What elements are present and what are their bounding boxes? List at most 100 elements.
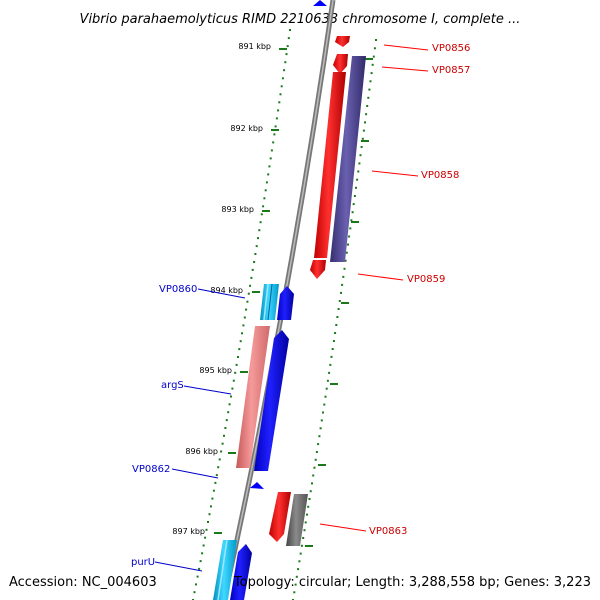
- tick-dot: [269, 157, 272, 160]
- tick-dot: [211, 497, 214, 500]
- tick-897: 897 kbp: [172, 527, 313, 547]
- gene-vp0857[interactable]: VP0857: [333, 54, 470, 76]
- tick-dot: [193, 591, 196, 594]
- tick-dot: [371, 63, 374, 66]
- tick-label: 897 kbp: [172, 527, 205, 536]
- tick-dot: [227, 411, 230, 414]
- tick-dot: [364, 121, 366, 124]
- tick-dot: [300, 544, 303, 547]
- tick-dot: [231, 387, 234, 390]
- tick-dot: [237, 356, 239, 358]
- tick-dot: [306, 513, 308, 516]
- gene-vp0858[interactable]: VP0858: [330, 56, 459, 262]
- tick-dot: [195, 583, 197, 586]
- tick-dot: [279, 93, 282, 96]
- gene-args[interactable]: argS: [161, 326, 289, 471]
- tick-dot: [349, 227, 352, 230]
- tick-dot: [198, 567, 201, 570]
- tick-dot: [352, 203, 355, 206]
- tick-dot: [272, 141, 275, 144]
- tick-dot: [345, 251, 348, 254]
- map-title: Vibrio parahaemolyticus RIMD 2210633 chr…: [80, 12, 521, 27]
- tick-dot: [264, 189, 267, 192]
- tick-dot: [298, 560, 301, 563]
- gene-label-vp0857[interactable]: VP0857: [432, 65, 470, 76]
- tick-dot: [274, 125, 277, 128]
- tick-895: 895 kbp: [199, 366, 338, 385]
- tick-dot: [230, 395, 232, 398]
- tick-dot: [353, 195, 356, 197]
- accession-text: Accession: NC_004603: [9, 575, 157, 590]
- tick-rings: [192, 29, 377, 600]
- gene-label-vp0862[interactable]: VP0862: [132, 464, 170, 475]
- tick-dot: [319, 427, 322, 430]
- tick-label: 896 kbp: [185, 447, 218, 456]
- gene-label-vp0859[interactable]: VP0859: [407, 274, 445, 285]
- tick-dot: [286, 45, 289, 48]
- tick-dot: [323, 403, 326, 406]
- tick-dot: [250, 276, 253, 279]
- tick-dot: [201, 552, 204, 555]
- tick-dot: [221, 442, 224, 445]
- tick-dot: [258, 229, 261, 232]
- tick-dot: [293, 591, 296, 594]
- tick-dot: [313, 466, 316, 469]
- tick-dot: [251, 268, 254, 271]
- tick-dot: [361, 137, 364, 140]
- tick-dot: [315, 451, 318, 453]
- tick-892: 892 kbp: [230, 124, 369, 142]
- gene-label-vp0856[interactable]: VP0856: [432, 43, 470, 54]
- tick-dot: [340, 291, 342, 294]
- tick-dot: [260, 213, 263, 216]
- tick-dot: [214, 481, 217, 484]
- tick-dot: [196, 575, 199, 578]
- gene-vp0859[interactable]: VP0859: [310, 72, 445, 285]
- tick-dot: [223, 434, 225, 437]
- tick-dot: [329, 363, 332, 366]
- tick-dot: [359, 154, 362, 157]
- summary-text: Topology: circular; Length: 3,288,558 bp…: [233, 575, 591, 590]
- tick-dot: [281, 77, 284, 80]
- tick-dot: [257, 237, 259, 240]
- gene-label-args[interactable]: argS: [161, 380, 184, 391]
- gene-vp0863[interactable]: VP0863: [269, 492, 407, 546]
- tick-dot: [351, 211, 354, 214]
- gene-label-vp0860[interactable]: VP0860: [159, 284, 197, 295]
- tick-dot: [347, 243, 349, 246]
- tick-dot: [289, 29, 291, 31]
- tick-dot: [302, 537, 305, 539]
- gene-label-puru[interactable]: purU: [131, 557, 155, 568]
- gene-vp0856[interactable]: VP0856: [335, 36, 470, 54]
- gene-label-vp0863[interactable]: VP0863: [369, 526, 407, 537]
- tick-dot: [202, 544, 205, 547]
- tick-dot: [253, 261, 256, 263]
- tick-dot: [372, 55, 375, 58]
- tick-dot: [297, 568, 300, 571]
- gene-vp0862[interactable]: VP0862: [132, 464, 264, 489]
- tick-dot: [280, 85, 283, 88]
- tick-dot: [366, 105, 369, 107]
- tick-dot: [308, 498, 311, 500]
- tick-dot: [367, 96, 370, 99]
- tick-dot: [325, 387, 328, 390]
- tick-dot: [224, 427, 227, 429]
- tick-dot: [334, 332, 337, 334]
- gene-puru[interactable]: purU: [131, 539, 252, 600]
- tick-dot: [270, 149, 273, 152]
- tick-label: 893 kbp: [221, 205, 254, 214]
- top-gene-fragment: [313, 0, 327, 6]
- tick-label: 895 kbp: [199, 366, 232, 375]
- tick-dot: [324, 395, 327, 398]
- gene-vp0860[interactable]: VP0860: [159, 283, 294, 321]
- tick-dot: [360, 146, 363, 148]
- tick-dot: [337, 308, 340, 310]
- tick-dot: [268, 165, 271, 168]
- tick-dot: [307, 505, 310, 508]
- tick-dot: [342, 275, 345, 278]
- gene-label-vp0858[interactable]: VP0858: [421, 170, 459, 181]
- tick-dot: [283, 69, 286, 72]
- tick-dot: [294, 583, 297, 586]
- tick-dot: [263, 197, 266, 200]
